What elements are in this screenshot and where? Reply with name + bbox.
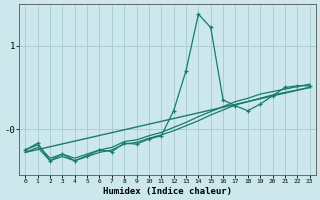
X-axis label: Humidex (Indice chaleur): Humidex (Indice chaleur) <box>103 187 232 196</box>
